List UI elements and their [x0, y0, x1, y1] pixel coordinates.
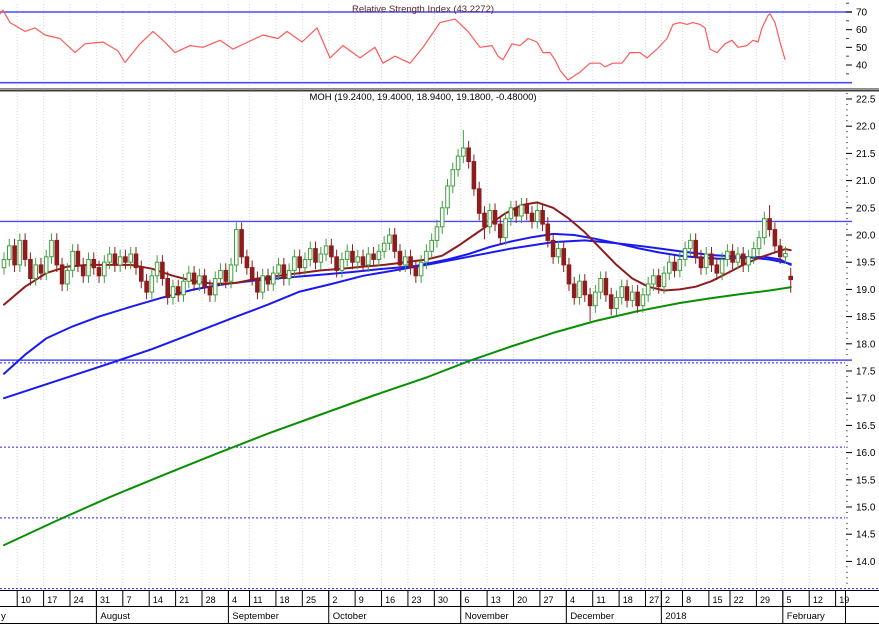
- svg-text:19: 19: [839, 595, 849, 605]
- svg-text:14.0: 14.0: [856, 557, 876, 568]
- svg-text:18.0: 18.0: [856, 339, 876, 350]
- svg-text:25: 25: [306, 595, 316, 605]
- svg-text:2: 2: [665, 595, 670, 605]
- svg-text:December: December: [570, 611, 614, 622]
- svg-text:October: October: [333, 611, 367, 622]
- svg-text:17.5: 17.5: [856, 367, 876, 378]
- svg-text:2: 2: [332, 595, 337, 605]
- svg-text:18: 18: [623, 595, 633, 605]
- panel-separator: [0, 88, 879, 92]
- svg-text:21.5: 21.5: [856, 149, 876, 160]
- rsi-axis: 70 60 50 40: [846, 2, 868, 75]
- svg-text:10: 10: [21, 595, 31, 605]
- svg-text:16: 16: [385, 595, 395, 605]
- svg-text:15.0: 15.0: [856, 503, 876, 514]
- svg-text:29: 29: [760, 595, 770, 605]
- svg-text:17: 17: [47, 595, 57, 605]
- svg-text:6: 6: [464, 595, 469, 605]
- svg-text:August: August: [100, 611, 130, 622]
- svg-text:70: 70: [856, 8, 868, 19]
- svg-text:27: 27: [544, 595, 554, 605]
- svg-text:18.5: 18.5: [856, 312, 876, 323]
- svg-text:September: September: [232, 611, 278, 622]
- svg-text:13: 13: [491, 595, 501, 605]
- svg-text:30: 30: [438, 595, 448, 605]
- svg-text:20.5: 20.5: [856, 203, 876, 214]
- svg-text:14: 14: [153, 595, 163, 605]
- svg-text:y: y: [1, 611, 6, 622]
- svg-text:16.0: 16.0: [856, 448, 876, 459]
- svg-text:February: February: [787, 611, 825, 622]
- svg-text:28: 28: [206, 595, 216, 605]
- svg-text:27: 27: [649, 595, 659, 605]
- svg-text:11: 11: [596, 595, 605, 605]
- svg-text:11: 11: [253, 595, 262, 605]
- svg-text:14.5: 14.5: [856, 530, 876, 541]
- svg-text:60: 60: [856, 25, 868, 36]
- svg-text:24: 24: [74, 595, 84, 605]
- svg-text:9: 9: [359, 595, 364, 605]
- svg-text:22: 22: [734, 595, 744, 605]
- svg-text:15: 15: [713, 595, 723, 605]
- price-axis: 22.5 22.0 21.5 21.0 20.5 20.0 19.5 19.0 18.5 18.0…: [846, 93, 876, 584]
- svg-text:17.0: 17.0: [856, 394, 876, 405]
- svg-text:19.0: 19.0: [856, 285, 876, 296]
- svg-text:4: 4: [232, 595, 237, 605]
- svg-text:20.0: 20.0: [856, 231, 876, 242]
- svg-text:2018: 2018: [665, 611, 686, 622]
- svg-text:50: 50: [856, 43, 868, 54]
- svg-text:November: November: [465, 611, 509, 622]
- svg-text:7: 7: [126, 595, 131, 605]
- svg-text:23: 23: [412, 595, 422, 605]
- svg-text:20: 20: [517, 595, 527, 605]
- rsi-panel: [0, 9, 852, 84]
- svg-text:22.5: 22.5: [856, 95, 876, 106]
- svg-text:40: 40: [856, 61, 868, 72]
- weekly-gridlines: [16, 4, 837, 589]
- svg-text:15.5: 15.5: [856, 475, 876, 486]
- svg-text:5: 5: [786, 595, 791, 605]
- svg-text:21: 21: [179, 595, 189, 605]
- svg-text:16.5: 16.5: [856, 421, 876, 432]
- svg-text:12: 12: [813, 595, 823, 605]
- svg-text:8: 8: [686, 595, 691, 605]
- svg-text:19.5: 19.5: [856, 258, 876, 269]
- svg-text:18: 18: [280, 595, 290, 605]
- svg-text:4: 4: [570, 595, 575, 605]
- svg-text:31: 31: [100, 595, 110, 605]
- candlesticks: [1, 130, 794, 321]
- price-level-lines: [0, 220, 879, 590]
- svg-text:22.0: 22.0: [856, 122, 876, 133]
- svg-text:21.0: 21.0: [856, 176, 876, 187]
